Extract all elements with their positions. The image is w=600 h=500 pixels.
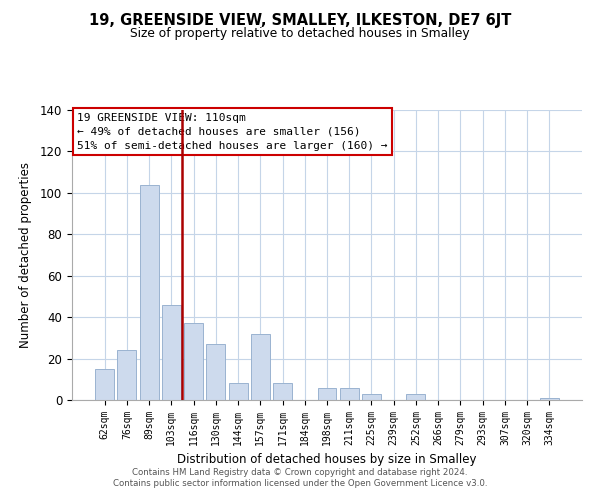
Bar bbox=[362, 394, 381, 400]
Y-axis label: Number of detached properties: Number of detached properties bbox=[19, 162, 32, 348]
Bar bbox=[273, 384, 292, 400]
Bar bbox=[140, 184, 158, 400]
Bar bbox=[251, 334, 270, 400]
Bar bbox=[95, 369, 114, 400]
Bar bbox=[229, 384, 248, 400]
Text: Size of property relative to detached houses in Smalley: Size of property relative to detached ho… bbox=[130, 28, 470, 40]
X-axis label: Distribution of detached houses by size in Smalley: Distribution of detached houses by size … bbox=[177, 454, 477, 466]
Bar bbox=[406, 394, 425, 400]
Bar bbox=[317, 388, 337, 400]
Text: 19 GREENSIDE VIEW: 110sqm
← 49% of detached houses are smaller (156)
51% of semi: 19 GREENSIDE VIEW: 110sqm ← 49% of detac… bbox=[77, 113, 388, 151]
Bar bbox=[540, 398, 559, 400]
Bar bbox=[118, 350, 136, 400]
Text: Contains HM Land Registry data © Crown copyright and database right 2024.
Contai: Contains HM Land Registry data © Crown c… bbox=[113, 468, 487, 487]
Bar bbox=[162, 304, 181, 400]
Text: 19, GREENSIDE VIEW, SMALLEY, ILKESTON, DE7 6JT: 19, GREENSIDE VIEW, SMALLEY, ILKESTON, D… bbox=[89, 12, 511, 28]
Bar bbox=[206, 344, 225, 400]
Bar bbox=[340, 388, 359, 400]
Bar bbox=[184, 324, 203, 400]
